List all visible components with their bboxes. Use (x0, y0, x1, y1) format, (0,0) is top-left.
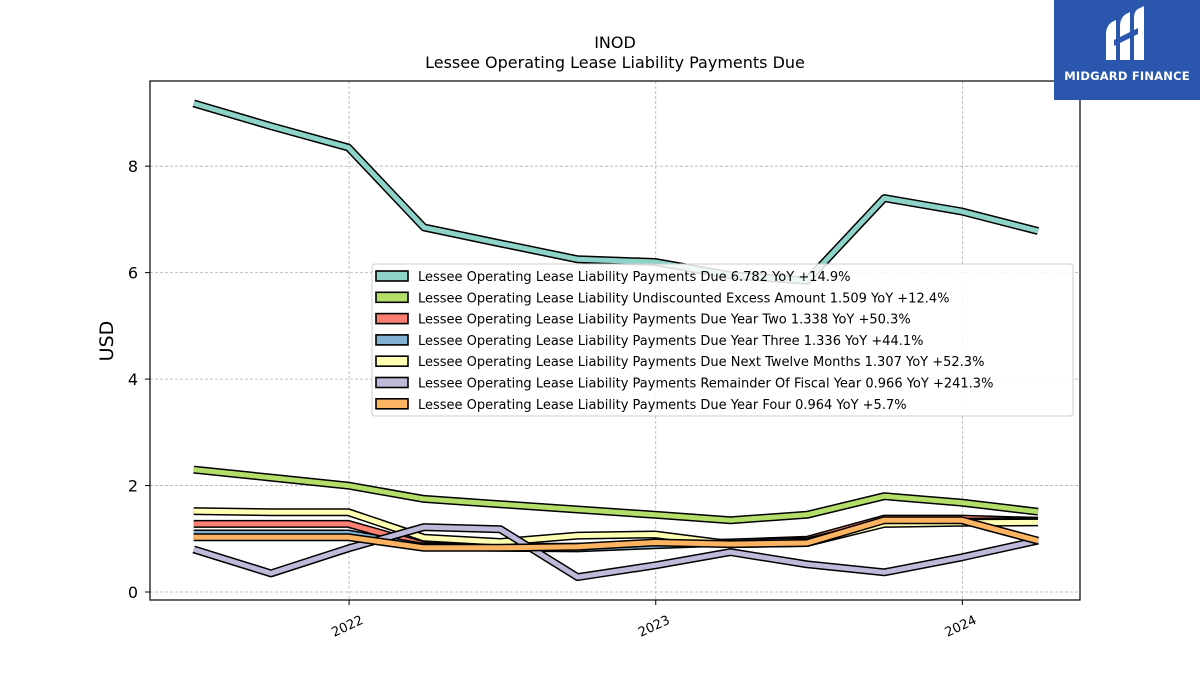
legend-label: Lessee Operating Lease Liability Payment… (418, 398, 907, 413)
legend-label: Lessee Operating Lease Liability Payment… (418, 334, 924, 349)
legend-label: Lessee Operating Lease Liability Payment… (418, 270, 851, 285)
chart-title: INOD (594, 33, 636, 52)
series-line-stroke (193, 467, 1039, 523)
series-line (193, 465, 1039, 525)
y-tick-label: 2 (128, 477, 138, 496)
y-axis-label: USD (96, 321, 118, 362)
y-tick-label: 6 (128, 264, 138, 283)
legend-swatch (375, 397, 409, 410)
legend-swatch (375, 270, 409, 282)
series-line (193, 516, 1040, 552)
legend-swatch (375, 291, 409, 304)
legend-box (371, 263, 1074, 417)
y-tick-label: 0 (128, 583, 138, 602)
series-lines (192, 99, 1040, 582)
series-line-stroke (192, 101, 1039, 284)
legend-label: Lessee Operating Lease Liability Payment… (418, 377, 993, 392)
x-tick-label: 2023 (636, 613, 672, 641)
legend-swatch (375, 355, 409, 368)
legend-swatch (375, 334, 409, 346)
x-tick-label: 2024 (943, 613, 979, 641)
legend: Lessee Operating Lease Liability Payment… (371, 263, 1074, 417)
plot-frame (149, 80, 1081, 601)
y-tick-label: 4 (128, 370, 138, 389)
y-axis-ticks: 0 2 4 6 8 (128, 157, 150, 602)
legend-label: Lessee Operating Lease Liability Payment… (418, 313, 911, 328)
logo-text: MIDGARD FINANCE (1064, 69, 1190, 83)
midgard-m-logo-icon (1106, 6, 1144, 60)
brand-logo: MIDGARD FINANCE (1054, 0, 1200, 100)
legend-label: Lessee Operating Lease Liability Undisco… (418, 291, 949, 306)
y-tick-label: 8 (128, 157, 138, 176)
legend-label: Lessee Operating Lease Liability Payment… (418, 355, 984, 370)
legend-swatch (375, 312, 409, 325)
series-line (192, 99, 1039, 285)
legend-swatch (375, 376, 409, 389)
series-line (192, 523, 1039, 582)
x-tick-label: 2022 (329, 613, 365, 641)
series-line-stroke (193, 517, 1039, 551)
x-axis-ticks: 2022 2023 2024 (329, 600, 979, 641)
series-line-outline (192, 99, 1039, 285)
chart-subtitle: Lessee Operating Lease Liability Payment… (425, 53, 805, 72)
series-line-stroke (192, 524, 1039, 580)
